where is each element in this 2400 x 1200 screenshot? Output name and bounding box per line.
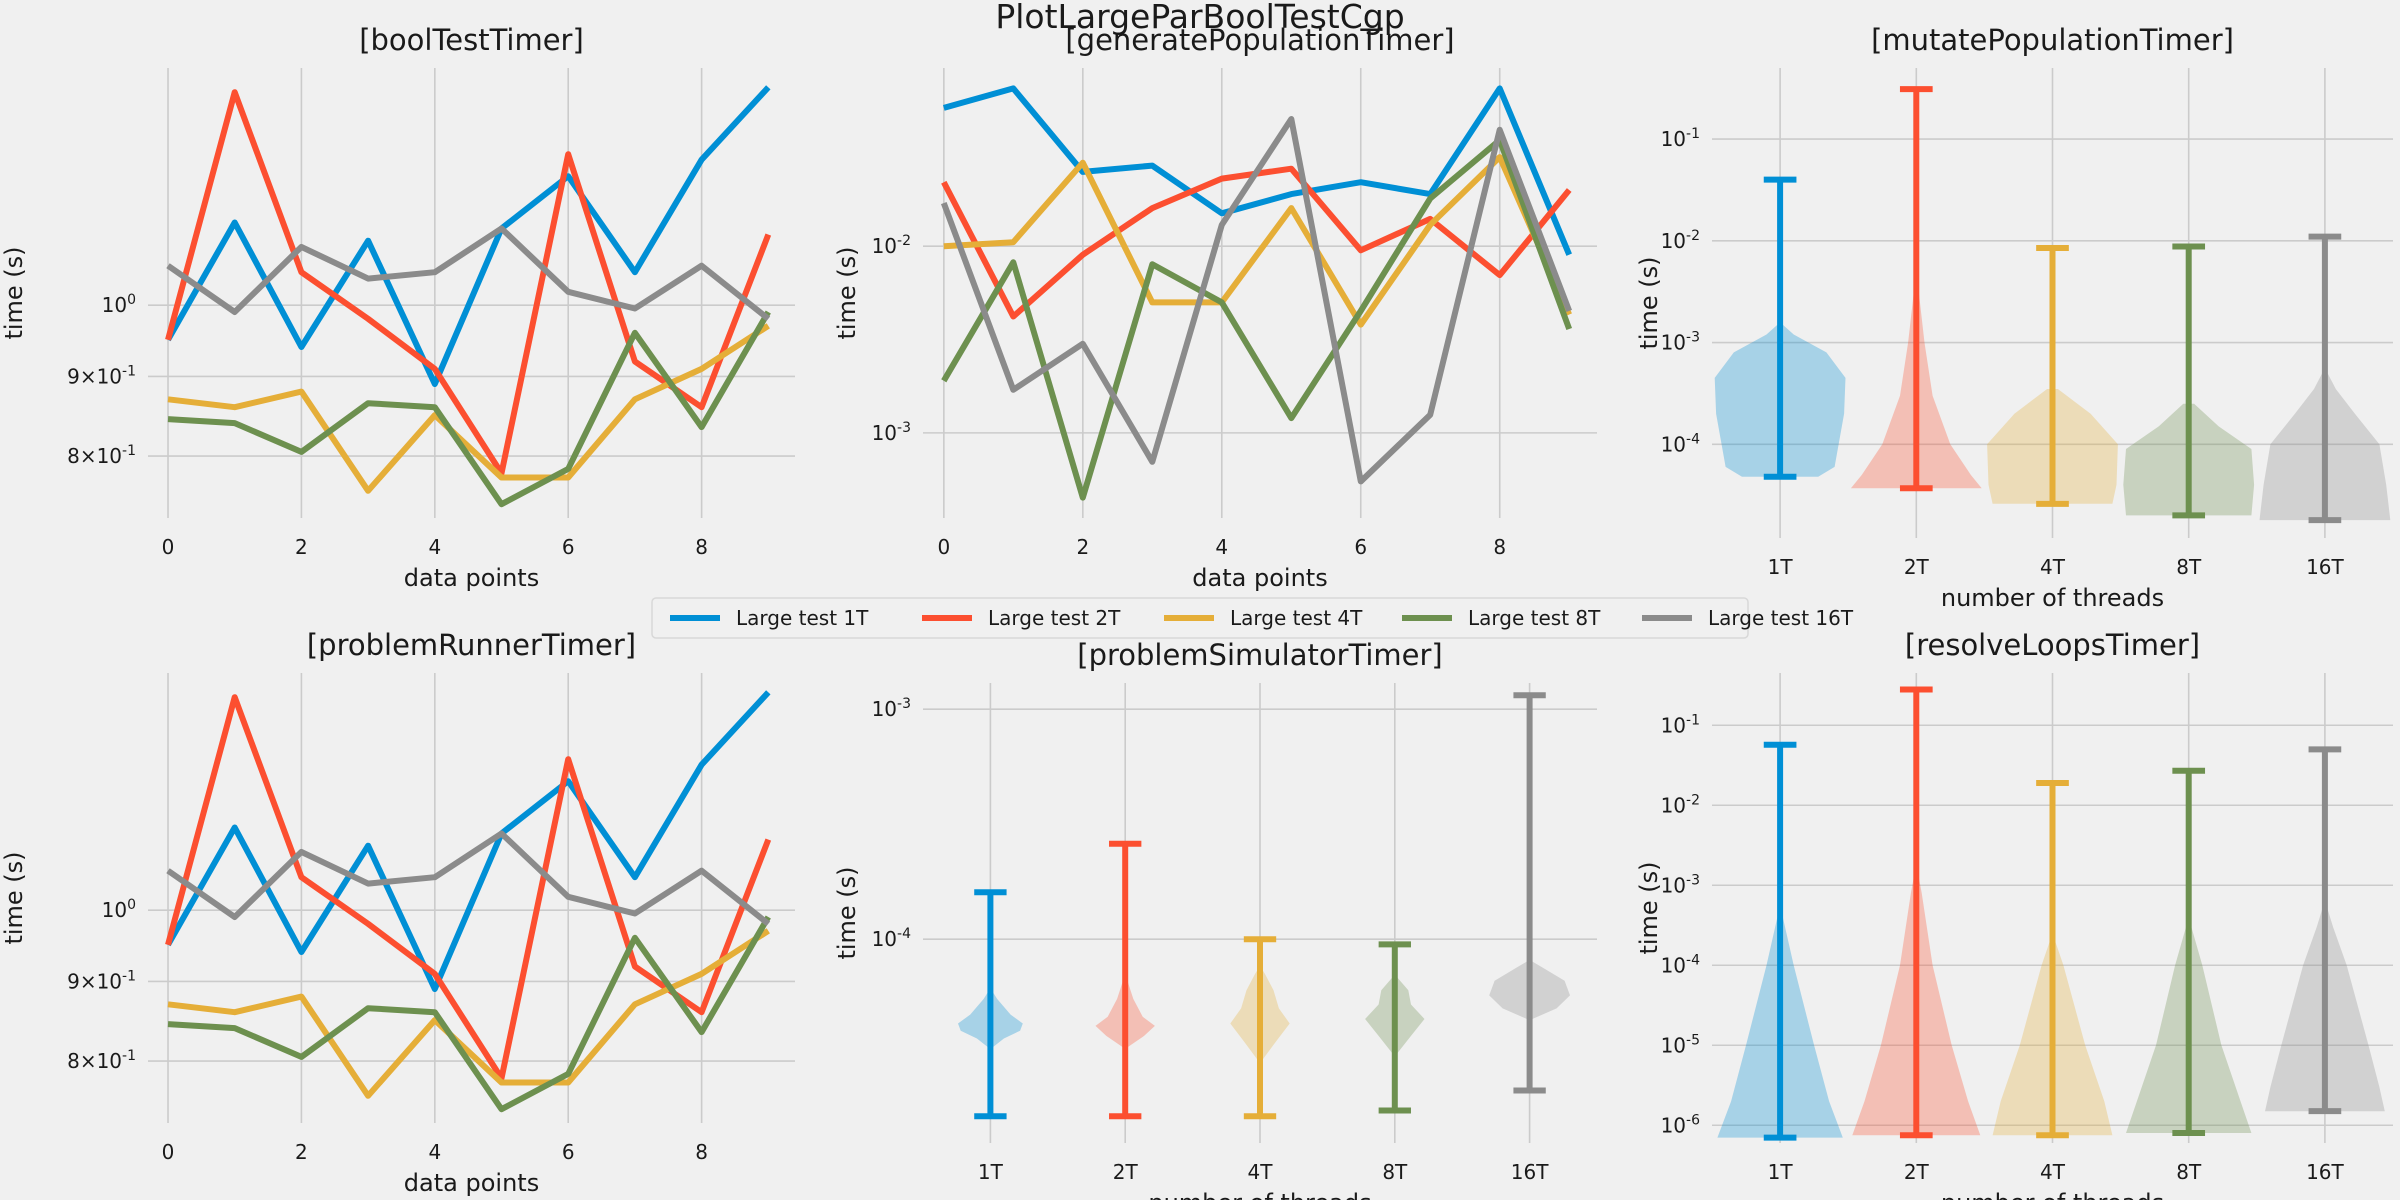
legend-item: Large test 8T (1402, 606, 1601, 630)
figure-title: PlotLargeParBoolTestCgp (995, 0, 1404, 36)
y-axis-label: time (s) (833, 866, 861, 959)
legend-item: Large test 2T (922, 606, 1121, 630)
y-axis-label: time (s) (833, 246, 861, 339)
x-axis-label: data points (404, 564, 539, 592)
x-tick-label: 1T (978, 1160, 1004, 1184)
x-tick-label: 2T (1904, 555, 1930, 579)
y-tick-label: 10-5 (1661, 1032, 1700, 1057)
subplot-6: 10-110-210-310-410-510-61T 2T 4T 8T 16T[reso… (1635, 628, 2393, 1200)
x-tick-label: 1T (1768, 1160, 1794, 1184)
x-tick-label: 8T (1382, 1160, 1408, 1184)
y-axis-label: time (s) (0, 246, 28, 339)
x-tick-label: 4 (1215, 535, 1228, 559)
subplot-title: [problemRunnerTimer] (307, 628, 636, 662)
x-tick-label: 8T (2176, 1160, 2202, 1184)
y-tick-label: 100 (102, 897, 136, 922)
x-axis-label: number of threads (1941, 584, 2164, 612)
legend-item: Large test 16T (1642, 606, 1854, 630)
y-tick-label: 9×10-1 (67, 968, 136, 993)
subplot-title: [problemSimulatorTimer] (1077, 638, 1442, 672)
x-tick-label: 2T (1904, 1160, 1930, 1184)
subplot-3: 10-110-210-310-41T 2T 4T 8T 16T[mutatePopula… (1635, 23, 2393, 612)
x-tick-label: 4T (2040, 555, 2066, 579)
y-axis-label: time (s) (1635, 861, 1663, 954)
x-tick-label: 16T (1511, 1160, 1549, 1184)
legend-label: Large test 1T (736, 606, 869, 630)
x-tick-label: 16T (2306, 555, 2344, 579)
series-line (943, 154, 1572, 328)
x-tick-label: 4 (428, 1140, 441, 1164)
x-tick-label: 2 (295, 1140, 308, 1164)
x-tick-label: 0 (162, 1140, 175, 1164)
series-line (942, 85, 1572, 256)
x-axis-label: data points (1192, 564, 1327, 592)
subplot-title: [generatePopulationTimer] (1065, 23, 1454, 57)
series-line (166, 225, 771, 322)
legend-label: Large test 2T (988, 606, 1121, 630)
legend-label: Large test 4T (1230, 606, 1363, 630)
x-tick-label: 0 (162, 535, 175, 559)
y-tick-label: 10-1 (1661, 126, 1700, 151)
x-tick-label: 6 (562, 535, 575, 559)
series-line (165, 690, 771, 992)
x-tick-label: 16T (2306, 1160, 2344, 1184)
series-line (167, 310, 771, 508)
series-line (941, 137, 1573, 501)
x-tick-label: 6 (562, 1140, 575, 1164)
x-axis-label: number of threads (1941, 1189, 2164, 1200)
series-line (165, 85, 771, 387)
x-tick-label: 8T (2176, 555, 2202, 579)
x-tick-label: 2 (1076, 535, 1089, 559)
x-tick-label: 2 (295, 535, 308, 559)
x-tick-label: 4T (1248, 1160, 1274, 1184)
x-tick-label: 2T (1113, 1160, 1139, 1184)
x-tick-label: 6 (1354, 535, 1367, 559)
legend-label: Large test 16T (1708, 606, 1854, 630)
x-tick-label: 4T (2040, 1160, 2066, 1184)
legend-item: Large test 1T (670, 606, 869, 630)
x-tick-label: 1T (1768, 555, 1794, 579)
legend: Large test 1T Large test 2T Large test 4T L… (651, 597, 1854, 639)
subplot-title: [boolTestTimer] (359, 23, 584, 57)
x-axis-label: data points (404, 1169, 539, 1197)
x-tick-label: 8 (695, 1140, 708, 1164)
legend-item: Large test 4T (1164, 606, 1363, 630)
y-axis-label: time (s) (1635, 256, 1663, 349)
x-tick-label: 0 (937, 535, 950, 559)
y-tick-label: 10-2 (872, 233, 911, 258)
series-line (940, 116, 1573, 485)
series-line (166, 830, 771, 927)
x-tick-label: 4 (428, 535, 441, 559)
x-axis-label: number of threads (1148, 1189, 1371, 1200)
y-axis-label: time (s) (0, 851, 28, 944)
subplot-2: 10-210-30 2 4 6 8[generatePopulationTimer]da… (833, 23, 1597, 592)
subplot-title: [mutatePopulationTimer] (1871, 23, 2234, 57)
x-tick-label: 8 (695, 535, 708, 559)
subplot-5: 10-310-41T 2T 4T 8T 16T[problemSimulatorTime… (833, 638, 1597, 1200)
subplot-title: [resolveLoopsTimer] (1905, 628, 2200, 662)
series-line (167, 915, 771, 1113)
legend-label: Large test 8T (1468, 606, 1601, 630)
x-tick-label: 8 (1493, 535, 1506, 559)
